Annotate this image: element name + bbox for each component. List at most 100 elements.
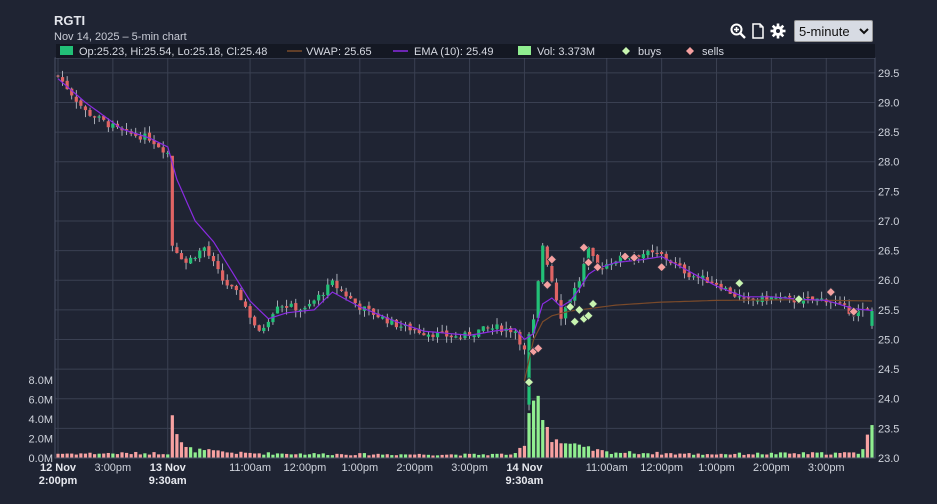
volume-bar	[472, 453, 476, 458]
volume-bar	[202, 450, 206, 458]
candle-body	[838, 302, 842, 304]
volume-bar	[376, 453, 380, 458]
volume-bar	[147, 454, 152, 458]
candle-body	[56, 75, 60, 77]
volume-bar	[655, 451, 659, 458]
volume-bar	[870, 425, 874, 458]
volume-bar	[815, 452, 819, 458]
volume-bar	[600, 450, 604, 458]
time-tick-label: 3:00pm	[451, 462, 488, 474]
candle-body	[449, 335, 453, 338]
volume-bar	[83, 453, 88, 458]
candle-body	[74, 96, 78, 102]
volume-bar	[211, 450, 216, 458]
volume-bar	[312, 453, 316, 458]
candle-body	[92, 116, 97, 118]
candle-body	[513, 331, 517, 333]
price-tick-label: 24.0	[878, 394, 899, 406]
volume-bar	[692, 454, 696, 458]
volume-bar	[362, 453, 366, 458]
candle-body	[330, 280, 334, 286]
volume-bar	[710, 454, 714, 458]
candle-body	[696, 276, 700, 278]
volume-bar	[820, 452, 824, 458]
candle-body	[262, 327, 266, 332]
candle-body	[317, 294, 321, 301]
document-icon[interactable]	[750, 23, 766, 39]
buy-marker	[523, 377, 535, 388]
volume-bar	[74, 454, 78, 458]
sell-marker	[533, 343, 544, 354]
candle-body	[710, 281, 714, 284]
candle-body	[289, 303, 293, 307]
legend-vol-swatch	[518, 46, 531, 55]
volume-bar	[481, 454, 485, 458]
chart-toolbar: 5-minute	[730, 20, 873, 42]
volume-bar	[788, 453, 792, 458]
sell-marker	[578, 242, 589, 253]
chart-grid	[55, 58, 875, 459]
volume-bar	[56, 453, 60, 458]
candle-body	[353, 298, 357, 304]
volume-bar	[431, 455, 435, 458]
volume-bar	[175, 434, 179, 458]
volume-bar	[573, 443, 577, 458]
sell-marker	[629, 252, 640, 263]
candle-body	[83, 106, 88, 111]
candle-body	[280, 306, 284, 308]
volume-bar	[545, 426, 549, 458]
candle-body	[435, 332, 440, 338]
candle-body	[751, 298, 755, 300]
candle-body	[326, 284, 330, 296]
volume-bar	[687, 453, 691, 458]
candle-body	[189, 257, 193, 264]
gear-icon[interactable]	[770, 23, 786, 39]
volume-bar	[79, 453, 83, 458]
zoom-in-icon[interactable]	[730, 23, 746, 39]
volume-bar	[280, 453, 284, 458]
time-tick-sublabel: 2:00pm	[39, 475, 78, 487]
volume-bar	[765, 454, 769, 458]
candle-body	[440, 331, 444, 333]
candle-body	[275, 306, 280, 314]
candle-body	[221, 270, 225, 281]
legend-sells-marker	[686, 47, 694, 55]
volume-bar	[161, 454, 165, 458]
candle-body	[271, 314, 275, 323]
volume-bar	[413, 454, 417, 458]
sell-marker	[542, 279, 553, 291]
volume-bar	[248, 452, 252, 458]
buy-marker	[587, 298, 599, 309]
interval-select[interactable]: 5-minute	[794, 20, 873, 42]
volume-bar	[490, 453, 495, 458]
time-tick-label: 1:00pm	[341, 462, 378, 474]
volume-tick-label: 6.0M	[29, 394, 53, 406]
chart-legend: Op:25.23, Hi:25.54, Lo:25.18, Cl:25.48 V…	[56, 44, 875, 58]
legend-vol: Vol: 3.373M	[537, 46, 595, 58]
candle-body	[216, 261, 220, 270]
candle-body	[481, 326, 485, 331]
sell-marker	[592, 262, 603, 273]
candle-body	[170, 155, 174, 246]
candle-body	[239, 289, 243, 301]
volume-bar	[349, 455, 353, 458]
candle-body	[577, 281, 581, 288]
candle-body	[426, 334, 431, 337]
volume-bar	[833, 452, 838, 458]
candle-body	[339, 289, 344, 291]
volume-tick-label: 4.0M	[29, 414, 53, 426]
candle-body	[79, 100, 83, 106]
volume-bar	[632, 453, 636, 458]
candle-body	[152, 140, 156, 145]
candle-body	[102, 115, 106, 120]
candle-body	[820, 298, 824, 300]
volume-bar	[303, 454, 307, 458]
volume-bar	[682, 453, 687, 458]
volume-bar	[179, 442, 184, 458]
volume-bar	[317, 454, 321, 458]
legend-ohlc-swatch	[60, 46, 73, 55]
volume-bar	[221, 451, 225, 458]
legend-buys-marker	[622, 47, 630, 55]
candle-body	[600, 268, 604, 270]
volume-bar	[390, 455, 394, 458]
